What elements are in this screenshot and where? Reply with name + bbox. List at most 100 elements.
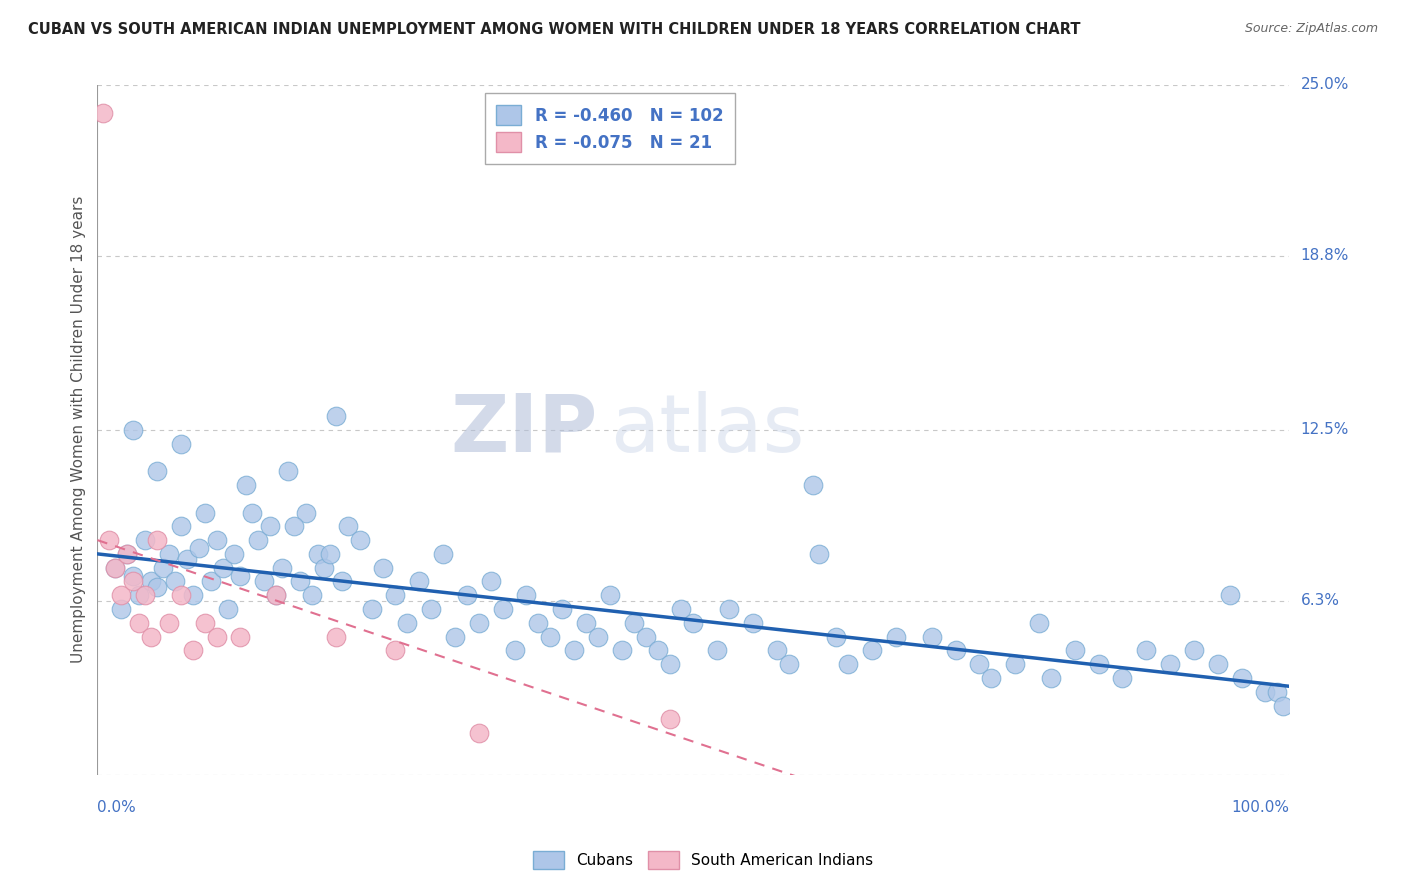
Point (1267, 685, 1289, 699)
Point (194, 506, 217, 520)
Point (122, 423, 145, 437)
Point (538, 630, 561, 644)
Point (503, 643, 526, 657)
Text: Source: ZipAtlas.com: Source: ZipAtlas.com (1244, 22, 1378, 36)
Point (170, 588, 193, 602)
Point (139, 630, 162, 644)
Point (176, 552, 198, 566)
Legend: R = -0.460   N = 102, R = -0.075   N = 21: R = -0.460 N = 102, R = -0.075 N = 21 (485, 94, 735, 164)
Point (765, 643, 787, 657)
Point (1087, 657, 1109, 672)
Point (194, 615, 217, 630)
Point (491, 602, 513, 616)
Point (110, 588, 132, 602)
Point (837, 657, 859, 672)
Point (456, 588, 478, 602)
Point (325, 409, 347, 423)
Point (586, 630, 609, 644)
Point (658, 712, 681, 726)
Point (1111, 671, 1133, 685)
Point (1063, 643, 1085, 657)
Point (647, 643, 669, 657)
Point (115, 547, 138, 561)
Point (562, 643, 585, 657)
Point (706, 643, 728, 657)
Point (157, 615, 180, 630)
Text: 12.5%: 12.5% (1301, 422, 1348, 437)
Point (384, 588, 406, 602)
Y-axis label: Unemployment Among Women with Children Under 18 years: Unemployment Among Women with Children U… (72, 196, 86, 664)
Point (312, 560, 335, 574)
Point (921, 630, 943, 644)
Point (110, 602, 132, 616)
Point (1182, 643, 1205, 657)
Point (301, 588, 323, 602)
Point (575, 615, 598, 630)
Text: 100.0%: 100.0% (1232, 799, 1289, 814)
Point (420, 602, 443, 616)
Point (146, 533, 169, 547)
Point (264, 588, 287, 602)
Point (884, 630, 907, 644)
Point (1039, 671, 1062, 685)
Point (128, 588, 150, 602)
Point (1254, 685, 1277, 699)
Point (139, 574, 162, 589)
Point (468, 726, 491, 740)
Point (247, 533, 270, 547)
Point (825, 630, 848, 644)
Point (229, 630, 252, 644)
Point (170, 436, 193, 450)
Point (146, 580, 169, 594)
Point (325, 630, 347, 644)
Point (152, 560, 174, 574)
Point (264, 588, 287, 602)
Point (205, 630, 228, 644)
Point (128, 615, 150, 630)
Point (980, 671, 1002, 685)
Point (1206, 657, 1229, 672)
Point (200, 574, 222, 589)
Point (187, 541, 209, 556)
Text: 0.0%: 0.0% (97, 799, 136, 814)
Point (479, 574, 502, 589)
Point (181, 588, 204, 602)
Point (235, 478, 257, 492)
Point (945, 643, 967, 657)
Text: 6.3%: 6.3% (1301, 593, 1340, 608)
Point (610, 643, 633, 657)
Point (551, 602, 574, 616)
Point (98, 533, 121, 547)
Point (205, 533, 228, 547)
Point (330, 574, 353, 589)
Legend: Cubans, South American Indians: Cubans, South American Indians (527, 845, 879, 875)
Point (671, 602, 693, 616)
Point (1028, 615, 1050, 630)
Point (104, 560, 127, 574)
Point (969, 657, 991, 672)
Point (1159, 657, 1181, 672)
Point (1219, 588, 1241, 602)
Point (384, 643, 406, 657)
Text: atlas: atlas (610, 391, 804, 469)
Point (658, 657, 681, 672)
Point (634, 630, 657, 644)
Point (122, 569, 145, 583)
Point (718, 602, 741, 616)
Point (288, 574, 311, 589)
Text: 25.0%: 25.0% (1301, 78, 1348, 93)
Point (181, 643, 204, 657)
Point (373, 560, 395, 574)
Point (277, 464, 299, 478)
Point (91, 105, 114, 120)
Point (283, 519, 305, 533)
Point (623, 615, 645, 630)
Point (742, 615, 765, 630)
Point (157, 547, 180, 561)
Point (599, 588, 621, 602)
Point (259, 519, 281, 533)
Point (396, 615, 419, 630)
Text: 18.8%: 18.8% (1301, 249, 1348, 263)
Point (860, 643, 883, 657)
Point (217, 602, 239, 616)
